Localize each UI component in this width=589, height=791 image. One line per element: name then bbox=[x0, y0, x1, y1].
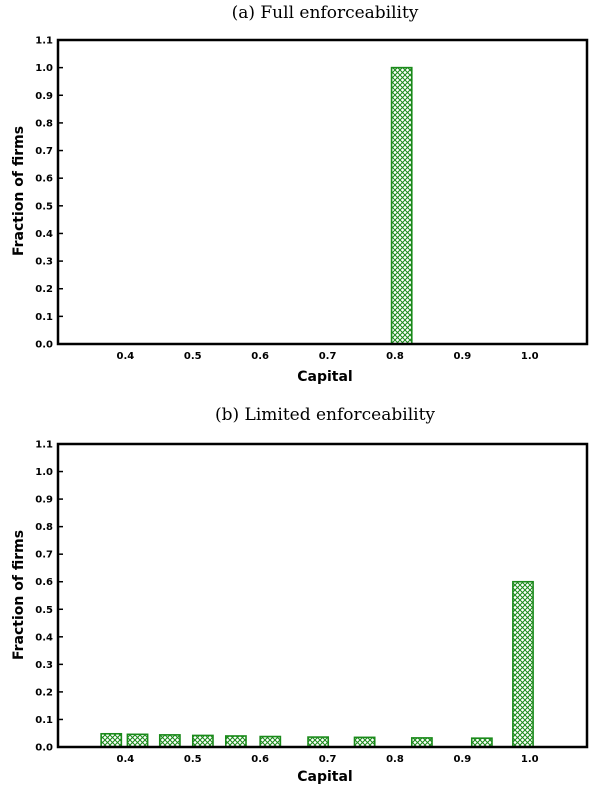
chart-title: (a) Full enforceability bbox=[232, 3, 419, 23]
bars bbox=[390, 66, 413, 345]
x-tick-labels: 0.4 0.5 0.6 0.7 0.8 0.9 1.0 bbox=[117, 754, 539, 765]
y-axis-label: Fraction of firms bbox=[11, 126, 27, 256]
x-tick-label: 1.0 bbox=[521, 351, 539, 362]
y-tick-label: 1.1 bbox=[35, 36, 53, 47]
x-tick-label: 0.9 bbox=[453, 351, 471, 362]
y-tick-label: 0.5 bbox=[35, 605, 53, 616]
y-tick-label: 0.4 bbox=[35, 229, 53, 240]
y-tick-label: 0.3 bbox=[35, 660, 53, 671]
bar bbox=[353, 736, 376, 748]
x-tick-label: 0.8 bbox=[386, 351, 404, 362]
x-tick-label: 0.7 bbox=[319, 754, 337, 765]
x-tick-label: 0.7 bbox=[319, 351, 337, 362]
y-tick-label: 0.9 bbox=[35, 495, 53, 506]
bar bbox=[224, 735, 247, 748]
bars bbox=[100, 580, 534, 748]
y-tick-label: 0.8 bbox=[35, 522, 53, 533]
y-axis-label: Fraction of firms bbox=[11, 530, 27, 660]
y-tick-label: 0.1 bbox=[35, 715, 53, 726]
panel-full-enforceability: (a) Full enforceability 0.00.10.20.30.40… bbox=[11, 3, 589, 385]
y-tick-label: 0.7 bbox=[35, 146, 53, 157]
y-tick-label: 1.1 bbox=[35, 440, 53, 451]
x-tick-label: 0.5 bbox=[184, 351, 202, 362]
bar bbox=[100, 732, 123, 748]
y-tick-label: 1.0 bbox=[35, 467, 53, 478]
x-tick-label: 0.6 bbox=[251, 754, 269, 765]
panel-limited-enforceability: (b) Limited enforceability 0.00.10.20.30… bbox=[11, 405, 589, 785]
y-tick-label: 0.7 bbox=[35, 550, 53, 561]
x-axis-label: Capital bbox=[297, 369, 352, 385]
y-tick-label: 0.2 bbox=[35, 284, 53, 295]
bar bbox=[191, 734, 214, 748]
bar bbox=[307, 736, 330, 748]
x-axis-label: Capital bbox=[297, 769, 352, 785]
y-tick-labels: 0.0 0.1 0.2 0.3 0.4 0.5 0.6 0.7 0.8 0.9 1.0 1.1 bbox=[35, 440, 63, 754]
y-tick-label: 0.1 bbox=[35, 312, 53, 323]
y-tick-label: 0.6 bbox=[35, 174, 53, 185]
plot-frame bbox=[56, 38, 589, 346]
y-tick-label: 0.0 bbox=[35, 340, 53, 351]
bar bbox=[512, 580, 534, 748]
x-tick-label: 0.4 bbox=[117, 351, 135, 362]
y-tick-label: 0.6 bbox=[35, 577, 53, 588]
y-tick-label: 0.5 bbox=[35, 201, 53, 212]
x-tick-label: 0.9 bbox=[453, 754, 471, 765]
bar bbox=[158, 734, 181, 748]
x-tick-label: 0.4 bbox=[117, 754, 135, 765]
bar bbox=[259, 735, 282, 748]
bar bbox=[410, 737, 433, 748]
y-tick-label: 1.0 bbox=[35, 63, 53, 74]
bar bbox=[126, 733, 149, 748]
x-tick-labels: 0.4 0.5 0.6 0.7 0.8 0.9 1.0 bbox=[117, 351, 539, 362]
y-tick-label: 0.0 bbox=[35, 743, 53, 754]
bar bbox=[390, 66, 413, 345]
y-tick-label: 0.9 bbox=[35, 91, 53, 102]
y-tick-label: 0.3 bbox=[35, 257, 53, 268]
x-tick-label: 1.0 bbox=[521, 754, 539, 765]
x-tick-label: 0.5 bbox=[184, 754, 202, 765]
plot-frame bbox=[56, 442, 589, 749]
bar bbox=[470, 737, 493, 748]
x-tick-label: 0.8 bbox=[386, 754, 404, 765]
chart-title: (b) Limited enforceability bbox=[215, 405, 435, 425]
x-tick-label: 0.6 bbox=[251, 351, 269, 362]
y-tick-label: 0.4 bbox=[35, 632, 53, 643]
y-tick-label: 0.8 bbox=[35, 118, 53, 129]
y-tick-label: 0.2 bbox=[35, 687, 53, 698]
